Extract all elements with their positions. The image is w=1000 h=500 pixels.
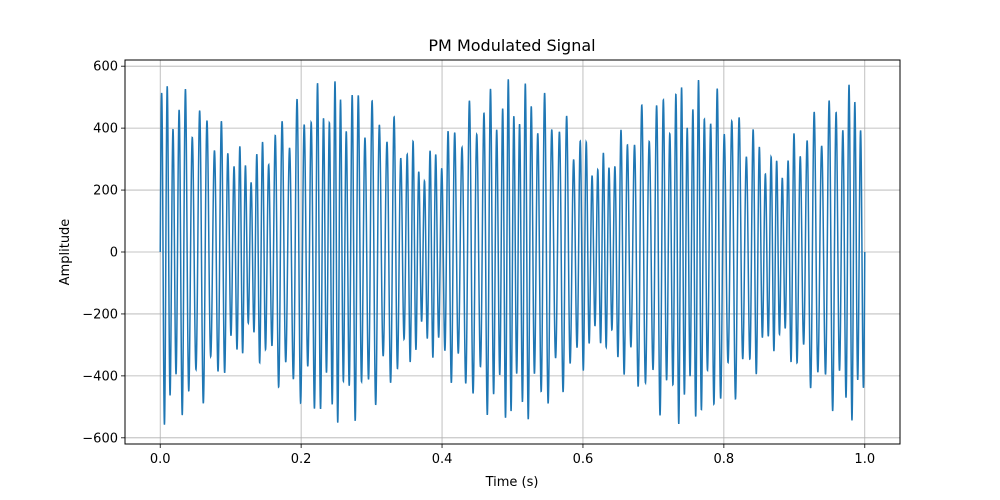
x-tick-label: 0.4 <box>432 452 453 467</box>
x-tick-label: 0.6 <box>573 452 594 467</box>
x-tick-label: 0.8 <box>714 452 735 467</box>
x-tick-label: 0.2 <box>291 452 312 467</box>
x-axis-label: Time (s) <box>485 475 539 490</box>
y-tick-label: −400 <box>82 369 118 384</box>
y-tick-label: −600 <box>82 431 118 446</box>
y-axis-label: Amplitude <box>58 219 73 286</box>
y-tick-label: 200 <box>93 184 118 199</box>
series-line <box>159 79 866 425</box>
y-tick-label: 400 <box>93 122 118 137</box>
y-axis: −600 −400 −200 0 200 400 600 <box>82 60 125 446</box>
y-tick-label: −200 <box>82 307 118 322</box>
plot-area <box>159 79 866 425</box>
x-axis: 0.0 0.2 0.4 0.6 0.8 1.0 <box>150 444 875 467</box>
x-tick-label: 0.0 <box>150 452 171 467</box>
y-tick-label: 0 <box>110 246 118 261</box>
chart-title: PM Modulated Signal <box>428 36 595 55</box>
x-tick-label: 1.0 <box>854 452 875 467</box>
y-tick-label: 600 <box>93 60 118 75</box>
